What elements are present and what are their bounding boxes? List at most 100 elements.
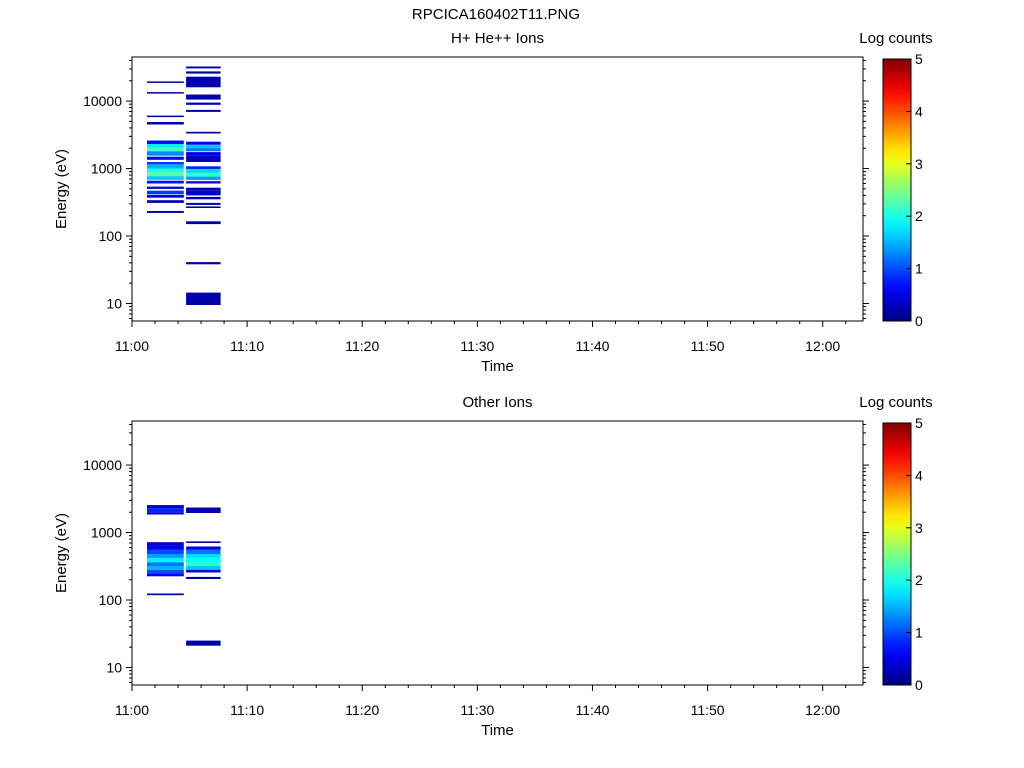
panel1-col2-bin: [186, 202, 221, 205]
panel2-xtick-label: 11:50: [691, 702, 725, 718]
panel1-col2-bin: [186, 176, 221, 180]
panel1-colorbar-tick-label: 0: [915, 313, 923, 329]
panel1-col2-bin: [186, 144, 221, 149]
panel1-col1-bin: [147, 200, 184, 203]
panel1-ytick-label: 10: [106, 295, 122, 311]
panel1-col1-bin: [147, 92, 184, 94]
panel2-colorbar-tick-label: 5: [915, 415, 923, 431]
panel2-colorbar-tick-label: 1: [915, 625, 923, 641]
panel1-col2-bin: [186, 181, 221, 184]
panel1-col2-bin: [186, 109, 221, 112]
panel2-ytick-label: 10000: [83, 457, 122, 473]
panel1-xtick-label: 11:40: [575, 338, 609, 354]
panel2-col2-bin: [186, 541, 221, 543]
panel1-ytick-label: 10000: [83, 93, 122, 109]
panel2-col1-bin: [147, 512, 184, 515]
panel2-col1-bin: [147, 573, 184, 577]
panel1-col1-bin: [147, 194, 184, 198]
panel2-xtick-label: 11:10: [230, 702, 264, 718]
panel1-xtick-label: 11:00: [115, 338, 149, 354]
panel1-col1-bin: [147, 156, 184, 160]
panel2-col1-bin: [147, 558, 184, 563]
panel1-col2-bin: [186, 102, 221, 105]
panel1-col1-bin: [147, 151, 184, 156]
panel1-col2-bin: [186, 169, 221, 173]
panel2-xtick-label: 11:00: [115, 702, 149, 718]
panel2-colorbar-label: Log counts: [859, 394, 932, 411]
panel2-col1-bin: [147, 565, 184, 570]
panel1-colorbar: [882, 58, 912, 322]
panel1-colorbar-label: Log counts: [859, 30, 932, 47]
panel2-colorbar-tick-label: 3: [915, 520, 923, 536]
panel2-col1-bin: [147, 593, 184, 596]
panel1-col1-bin: [147, 176, 184, 180]
panel2-ytick-label: 1000: [91, 525, 122, 541]
panel2-col2-bin: [186, 565, 221, 570]
panel2-col1-bin: [147, 508, 184, 513]
panel1-col2-bin: [186, 155, 221, 162]
panel2-col1-bin: [147, 505, 184, 509]
panel1-col2-bin: [186, 141, 221, 145]
panel1-ylabel: Energy (eV): [53, 149, 70, 229]
panel2-colorbar-tick-label: 0: [915, 677, 923, 693]
panel2-col2-bin: [186, 569, 221, 573]
panel1-col2-bin: [186, 187, 221, 191]
panel2-col2-bin: [186, 640, 221, 646]
panel1-xtick-label: 11:10: [230, 338, 264, 354]
panel2-xtick-label: 12:00: [805, 702, 840, 718]
panel1-col1-bin: [147, 180, 184, 184]
panel1-col1-bin: [147, 172, 184, 177]
panel1-col1-bin: [147, 190, 184, 194]
panel1-col1-bin: [147, 144, 184, 148]
panel1-frame: [131, 56, 864, 322]
panel2-col1-bin: [147, 542, 184, 546]
panel1-col2-bin: [186, 152, 221, 156]
panel1-col2-bin: [186, 148, 221, 152]
panel2-col1-bin: [147, 562, 184, 566]
panel1-xtick-label: 11:30: [460, 338, 494, 354]
panel2-col2-bin: [186, 554, 221, 558]
panel1-col1-bin: [147, 168, 184, 173]
panel1-xlabel: Time: [481, 358, 514, 375]
panel1-col1-bin: [147, 162, 184, 165]
panel1-xtick-label: 11:50: [691, 338, 725, 354]
panel2-colorbar-tick-label: 4: [915, 467, 923, 483]
figure-title: RPCICA160402T11.PNG: [412, 6, 580, 23]
panel1-col1-bin: [147, 140, 184, 145]
panel1-col2-bin: [186, 166, 221, 170]
panel1-col2-bin: [186, 190, 221, 196]
panel1-xtick-label: 11:20: [345, 338, 379, 354]
panel2-col1-bin: [147, 569, 184, 574]
panel1-col1-bin: [147, 147, 184, 152]
panel1-colorbar-tick-label: 1: [915, 261, 923, 277]
panel2-xlabel: Time: [481, 722, 514, 739]
panel1-ytick-label: 100: [99, 228, 123, 244]
panel1-col2-bin: [186, 173, 221, 177]
panel1-col2-bin: [186, 196, 221, 200]
panel1-col1-bin: [147, 81, 184, 83]
panel2-xtick-label: 11:40: [575, 702, 609, 718]
panel2-ytick-label: 100: [99, 592, 123, 608]
panel2-col2-bin: [186, 546, 221, 550]
panel1-col2-bin: [186, 66, 221, 69]
panel1-colorbar-tick-label: 2: [915, 208, 923, 224]
panel1-col2-bin: [186, 206, 221, 208]
panel1-col1-bin: [147, 211, 184, 213]
panel1-col2-bin: [186, 94, 221, 100]
panel2-col2-bin: [186, 558, 221, 563]
panel1-xtick-label: 12:00: [805, 338, 840, 354]
panel2-ytick-label: 10: [106, 659, 122, 675]
panel1-col2-bin: [186, 262, 221, 265]
panel1-col2-bin: [186, 221, 221, 225]
panel2-col1-bin: [147, 554, 184, 558]
panel1-col1-bin: [147, 164, 184, 169]
panel2-colorbar-tick-label: 2: [915, 572, 923, 588]
panel1-col2-bin: [186, 76, 221, 88]
panel2-frame: [131, 420, 864, 686]
panel2-xtick-label: 11:20: [345, 702, 379, 718]
panel2-col2-bin: [186, 549, 221, 554]
panel2-col2-bin: [186, 562, 221, 566]
panel2-xtick-label: 11:30: [460, 702, 494, 718]
panel1-colorbar-tick-label: 3: [915, 156, 923, 172]
